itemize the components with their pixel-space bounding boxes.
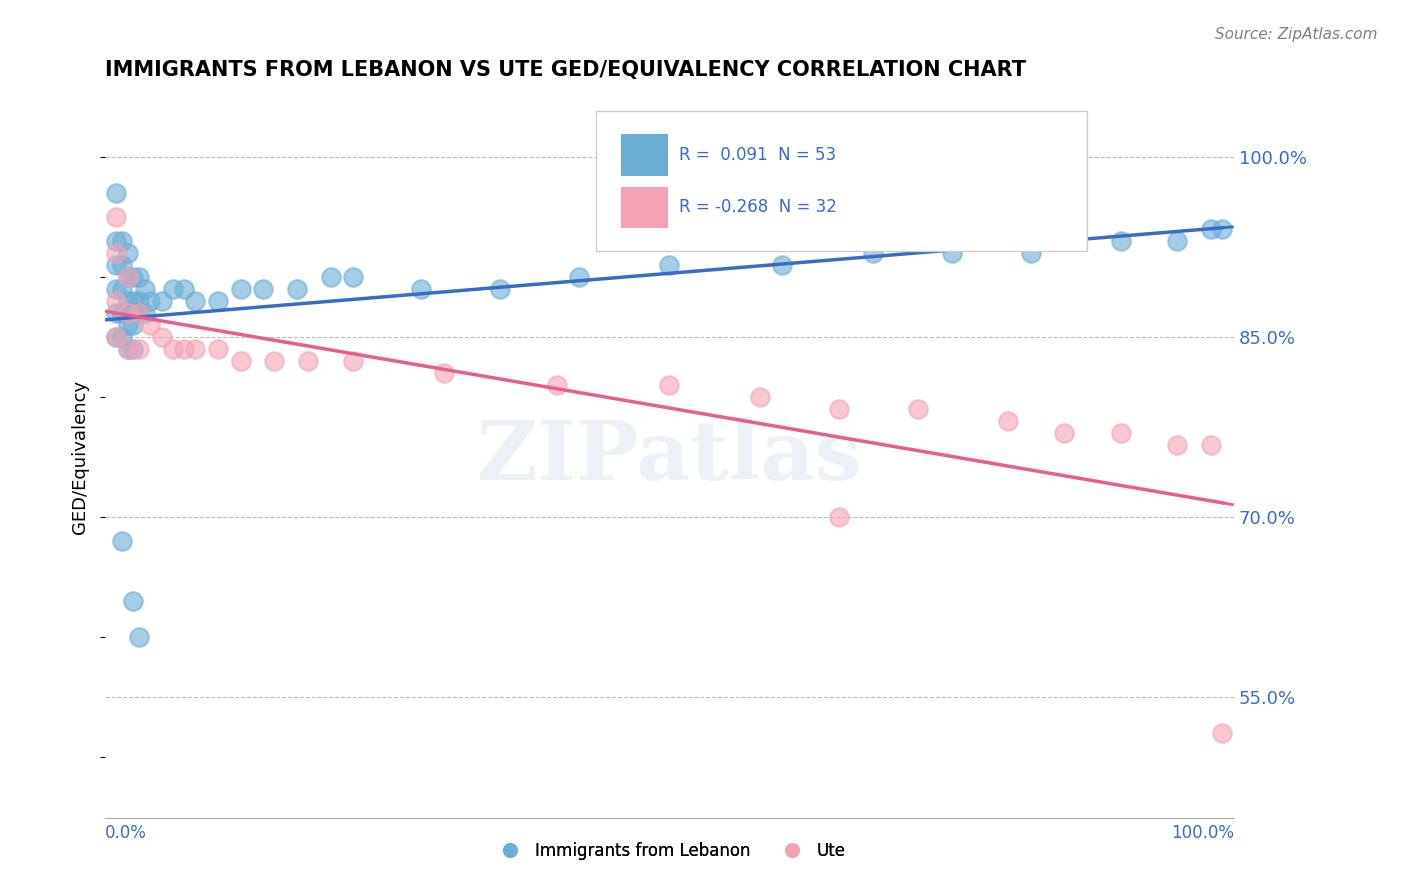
Point (105, 258, 128, 272)
Point (658, 258, 681, 272)
Point (128, 630, 150, 644)
Point (105, 282, 128, 296)
Point (105, 186, 128, 200)
Text: 100.0%: 100.0% (1171, 823, 1234, 842)
Point (111, 330, 134, 344)
Point (319, 269, 342, 284)
Point (122, 269, 145, 284)
Point (128, 342, 150, 356)
Point (105, 306, 128, 320)
Point (105, 330, 128, 344)
Point (1109, 234, 1132, 248)
Point (122, 293, 145, 308)
Point (122, 318, 145, 332)
Point (105, 293, 128, 308)
Point (433, 366, 456, 380)
Y-axis label: GED/Equivalency: GED/Equivalency (72, 380, 89, 534)
Point (150, 330, 173, 344)
Point (546, 378, 568, 392)
Point (285, 282, 308, 296)
Point (162, 342, 184, 356)
Point (342, 269, 364, 284)
Point (568, 269, 591, 284)
Point (128, 306, 150, 320)
Point (134, 282, 156, 296)
Point (1199, 221, 1222, 235)
Point (105, 234, 128, 248)
Point (828, 510, 851, 524)
Point (997, 414, 1019, 428)
Point (207, 342, 229, 356)
Point (1019, 245, 1042, 260)
Point (105, 245, 128, 260)
Point (1053, 425, 1076, 440)
Text: R = -0.268  N = 32: R = -0.268 N = 32 (679, 199, 837, 217)
Point (117, 342, 139, 356)
Point (111, 258, 134, 272)
Point (122, 342, 145, 356)
FancyBboxPatch shape (621, 134, 668, 176)
Point (1211, 221, 1233, 235)
Point (111, 306, 134, 320)
Point (122, 594, 145, 608)
Point (105, 330, 128, 344)
Point (117, 245, 139, 260)
Point (128, 269, 150, 284)
Point (207, 293, 229, 308)
Text: Source: ZipAtlas.com: Source: ZipAtlas.com (1215, 27, 1378, 42)
Point (117, 269, 139, 284)
Point (105, 210, 128, 224)
Point (229, 354, 252, 368)
Point (117, 306, 139, 320)
Point (128, 306, 150, 320)
Point (489, 282, 512, 296)
Point (229, 282, 252, 296)
Point (134, 306, 156, 320)
Point (173, 282, 195, 296)
Text: R =  0.091  N = 53: R = 0.091 N = 53 (679, 146, 835, 164)
Point (173, 342, 195, 356)
Point (828, 401, 851, 416)
Text: IMMIGRANTS FROM LEBANON VS UTE GED/EQUIVALENCY CORRELATION CHART: IMMIGRANTS FROM LEBANON VS UTE GED/EQUIV… (105, 60, 1026, 79)
Point (111, 534, 134, 549)
Point (128, 293, 150, 308)
Point (907, 401, 929, 416)
Point (117, 306, 139, 320)
Point (117, 318, 139, 332)
Point (342, 354, 364, 368)
Point (1109, 425, 1132, 440)
Legend: Immigrants from Lebanon, Ute: Immigrants from Lebanon, Ute (486, 836, 852, 867)
Point (111, 234, 134, 248)
Text: 0.0%: 0.0% (105, 823, 148, 842)
FancyBboxPatch shape (596, 111, 1087, 252)
Point (252, 282, 274, 296)
Point (150, 293, 173, 308)
Point (162, 282, 184, 296)
Point (862, 245, 884, 260)
Point (117, 342, 139, 356)
Point (117, 269, 139, 284)
Point (263, 354, 285, 368)
Point (111, 282, 134, 296)
FancyBboxPatch shape (621, 186, 668, 228)
Point (411, 282, 433, 296)
Point (139, 293, 162, 308)
Point (770, 258, 793, 272)
Point (1166, 438, 1188, 452)
Point (941, 245, 963, 260)
Point (1211, 726, 1233, 740)
Point (184, 293, 207, 308)
Point (748, 390, 770, 404)
Text: ZIPatlas: ZIPatlas (477, 417, 862, 497)
Point (184, 342, 207, 356)
Point (117, 293, 139, 308)
Point (297, 354, 319, 368)
Point (658, 378, 681, 392)
Point (1166, 234, 1188, 248)
Point (122, 306, 145, 320)
Point (1199, 438, 1222, 452)
Point (139, 318, 162, 332)
